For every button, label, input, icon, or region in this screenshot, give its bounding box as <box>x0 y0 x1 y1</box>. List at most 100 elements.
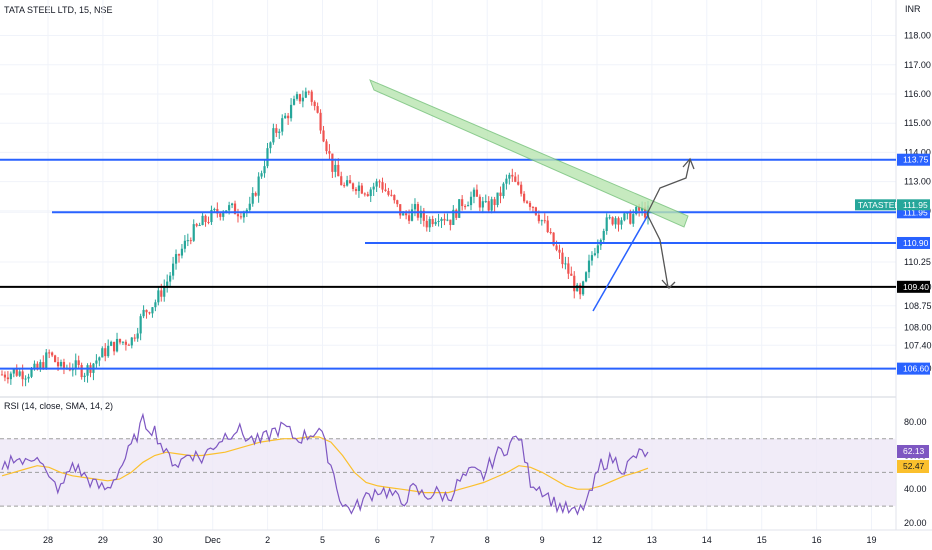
candle-body <box>596 245 599 254</box>
candle-body <box>434 221 437 225</box>
candle-body <box>183 240 186 249</box>
candle-body <box>216 208 219 214</box>
candle-body <box>148 312 151 314</box>
price-tick-label: 108.75 <box>904 301 932 311</box>
candle-body <box>171 263 175 276</box>
projection-down-arrow[interactable] <box>646 213 669 288</box>
projection-up-arrow[interactable] <box>646 159 691 215</box>
candle-body <box>508 174 511 179</box>
candle-body <box>558 249 561 253</box>
candle-body <box>570 273 573 276</box>
rsi-sma-tag: 52.47 <box>897 460 929 473</box>
candle-body <box>458 199 461 218</box>
candle-body <box>534 207 538 215</box>
candle-body <box>455 209 458 218</box>
time-tick-label: 8 <box>485 535 490 545</box>
candle-body <box>319 112 322 131</box>
svg-text:62.13: 62.13 <box>903 446 925 456</box>
candle-body <box>53 355 57 363</box>
candle-body <box>272 128 275 143</box>
candle-body <box>12 369 15 374</box>
level-price-tag <box>897 153 930 166</box>
candle-body <box>251 193 254 204</box>
candle-body <box>86 365 89 376</box>
candle-body <box>351 183 355 189</box>
candle-body <box>614 218 617 225</box>
candle-body <box>310 91 313 102</box>
candle-body <box>95 360 98 364</box>
candle-body <box>593 253 597 256</box>
time-axis[interactable]: 28 29 30 Dec 2 5 6 7 8 9 12 13 14 15 16 19 <box>43 535 877 545</box>
candle-body <box>390 194 393 196</box>
candle-body <box>461 199 464 207</box>
time-tick-label: 12 <box>592 535 602 545</box>
time-tick-label: 2 <box>265 535 270 545</box>
descending-channel[interactable] <box>369 79 689 228</box>
candle-body <box>33 363 36 370</box>
candle-body <box>576 284 579 292</box>
level-price-text: 113.75 <box>903 155 929 165</box>
candle-body <box>546 220 549 233</box>
candle-body <box>372 186 375 190</box>
candle-body <box>590 255 594 261</box>
candle-body <box>402 213 405 216</box>
candle-body <box>343 185 346 187</box>
candle-body <box>464 206 467 208</box>
candle-body <box>174 254 178 264</box>
candle-body <box>301 97 304 102</box>
time-tick-label: 15 <box>757 535 767 545</box>
candle-body <box>24 378 27 380</box>
rsi-tick-label: 40.00 <box>904 484 927 494</box>
candle-body <box>425 220 428 228</box>
ascending-trendline[interactable] <box>592 214 649 312</box>
candle-body <box>198 225 201 227</box>
candle-body <box>632 214 635 224</box>
symbol-tag-text: TATASTEEL <box>858 200 905 210</box>
candle-body <box>517 181 520 185</box>
candle-body <box>242 212 245 218</box>
candle-body <box>437 221 440 223</box>
candle-body <box>266 148 269 167</box>
candle-body <box>407 215 411 221</box>
candle-body <box>292 98 296 105</box>
candle-body <box>431 219 434 225</box>
candle-body <box>121 341 125 343</box>
rsi-title: RSI (14, close, SMA, 14, 2) <box>4 401 113 411</box>
candle-body <box>166 281 169 287</box>
candle-body <box>602 231 605 241</box>
time-tick-label: Dec <box>205 535 222 545</box>
candle-body <box>366 194 369 197</box>
time-tick-label: 13 <box>647 535 657 545</box>
level-price-text: 111.95 <box>903 207 928 217</box>
candle-body <box>145 309 148 313</box>
candle-body <box>289 104 293 119</box>
level-price-text: 110.90 <box>903 238 929 248</box>
candle-body <box>561 252 564 265</box>
time-tick-label: 6 <box>375 535 380 545</box>
candle-body <box>133 337 136 339</box>
candle-body <box>564 263 567 265</box>
price-tick-label: 107.40 <box>904 340 932 350</box>
candle-body <box>537 214 540 222</box>
candle-body <box>254 193 257 196</box>
candle-body <box>396 200 399 205</box>
horizontal-levels[interactable] <box>0 158 896 370</box>
candle-body <box>284 115 287 119</box>
candle-body <box>620 220 623 225</box>
candle-body <box>611 217 614 225</box>
price-tick-label: 114.00 <box>904 147 931 157</box>
candle-body <box>638 206 641 211</box>
candle-body <box>360 185 363 194</box>
candle-body <box>543 220 546 222</box>
candle-body <box>525 201 529 203</box>
candle-body <box>496 192 499 206</box>
candle-body <box>499 192 502 197</box>
candle-body <box>331 153 334 172</box>
symbol-tag <box>855 199 896 211</box>
candle-body <box>375 181 378 187</box>
rsi-levels <box>0 438 896 507</box>
level-price-text: 109.40 <box>903 282 929 292</box>
candle-body <box>555 245 558 250</box>
time-tick-label: 30 <box>153 535 163 545</box>
